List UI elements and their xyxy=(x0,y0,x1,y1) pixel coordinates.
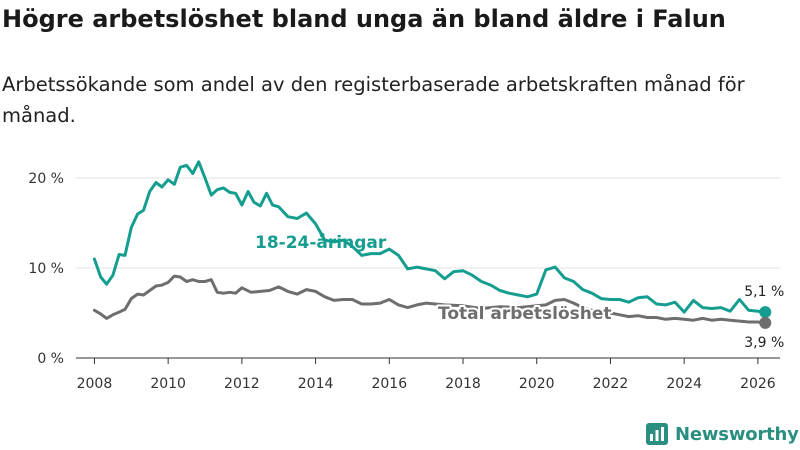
x-tick-label: 2010 xyxy=(150,376,186,392)
brand-logo: Newsworthy xyxy=(646,422,799,446)
x-tick-label: 2020 xyxy=(519,376,555,392)
end-label-total: 3,9 % xyxy=(744,335,784,351)
x-tick-label: 2024 xyxy=(666,376,702,392)
series-line-total xyxy=(92,274,767,325)
brand-name: Newsworthy xyxy=(675,423,799,445)
x-tick-label: 2026 xyxy=(740,376,776,392)
y-tick-label: 20 % xyxy=(28,171,64,187)
x-tick-label: 2016 xyxy=(371,376,407,392)
end-point-total xyxy=(759,316,772,329)
series-label-youth: 18-24-åringar xyxy=(255,231,387,253)
x-tick-label: 2008 xyxy=(77,376,113,392)
y-tick-label: 0 % xyxy=(37,351,64,367)
series-line-youth xyxy=(92,160,767,314)
chart-title: Högre arbetslöshet bland unga än bland ä… xyxy=(2,5,726,33)
end-label-youth: 5,1 % xyxy=(744,284,784,300)
y-tick-label: 10 % xyxy=(28,261,64,277)
newsworthy-logo-icon xyxy=(646,423,668,445)
chart-subtitle: Arbetssökande som andel av den registerb… xyxy=(2,73,745,127)
x-tick-label: 2012 xyxy=(224,376,260,392)
x-tick-label: 2018 xyxy=(445,376,481,392)
x-tick-label: 2014 xyxy=(298,376,334,392)
end-point-youth xyxy=(759,306,772,319)
x-tick-label: 2022 xyxy=(593,376,629,392)
series-label-total: Total arbetslöshet xyxy=(438,304,612,324)
